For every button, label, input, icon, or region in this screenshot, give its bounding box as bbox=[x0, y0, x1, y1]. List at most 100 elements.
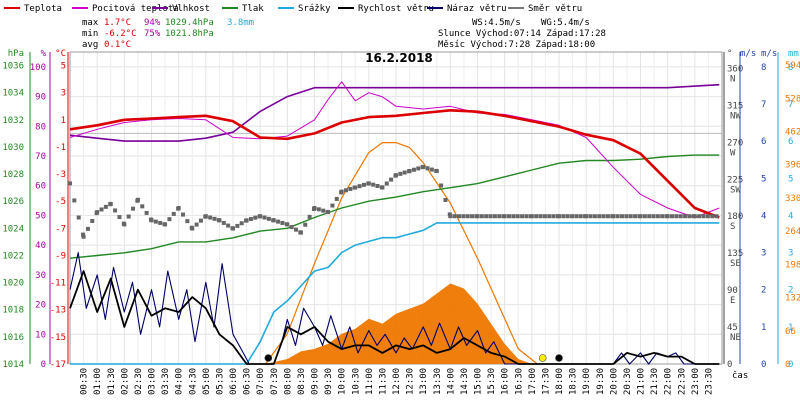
wind-direction-point bbox=[457, 214, 462, 219]
time-axis-label: čas bbox=[732, 370, 748, 381]
wind-direction-point bbox=[624, 214, 629, 219]
axis-label-dir: ° bbox=[727, 49, 732, 59]
stats-panel: max 1.7°C 94% 1029.4hPa 3.8mm min -6.2°C 75% 102… bbox=[82, 18, 606, 50]
wind-direction-point bbox=[710, 214, 715, 219]
wind-direction-point bbox=[651, 214, 656, 219]
series-solar-measured bbox=[265, 283, 532, 364]
wind-direction-point bbox=[574, 214, 579, 219]
wind-direction-point bbox=[443, 197, 448, 202]
wind-direction-point bbox=[253, 215, 258, 220]
stat-min-label: min bbox=[82, 29, 98, 39]
wind-direction-point bbox=[588, 214, 593, 219]
wind-direction-point bbox=[416, 166, 421, 171]
stat-max-press: 1029.4hPa bbox=[165, 18, 214, 28]
wind-direction-point bbox=[190, 226, 195, 231]
tick-label-ms: 0 bbox=[761, 360, 766, 370]
wind-direction-point bbox=[529, 214, 534, 219]
axis-label-ms: m/s bbox=[761, 49, 777, 59]
wind-direction-point bbox=[584, 214, 589, 219]
tick-label-pct: 30 bbox=[35, 271, 46, 281]
tick-label-pct: 100 bbox=[30, 63, 46, 73]
tick-label-hpa: 1026 bbox=[2, 197, 24, 207]
wind-direction-point bbox=[285, 222, 290, 227]
wind-direction-point bbox=[578, 214, 583, 219]
tick-label-dir: 225 bbox=[727, 175, 743, 185]
stat-rain-total: 3.8mm bbox=[227, 18, 254, 28]
time-tick-label: 20:00 bbox=[609, 368, 619, 395]
axes: 1014101610181020102210241026102810301032… bbox=[2, 49, 800, 395]
wind-direction-point bbox=[692, 214, 697, 219]
wind-direction-point bbox=[701, 214, 706, 219]
wind-direction-point bbox=[538, 214, 543, 219]
tick-label-ms: 3 bbox=[761, 249, 766, 259]
time-tick-label: 00:30 bbox=[80, 368, 90, 395]
tick-label-degc: -9 bbox=[55, 251, 66, 261]
wind-direction-point bbox=[547, 214, 552, 219]
wind-direction-point bbox=[294, 227, 299, 232]
tick-label-ms: 6 bbox=[761, 137, 766, 147]
wind-direction-point bbox=[81, 234, 86, 239]
tick-label-dir: 180 bbox=[727, 212, 743, 222]
wind-direction-point bbox=[95, 210, 100, 215]
tick-label-hpa: 1032 bbox=[2, 116, 24, 126]
tick-label-degc: -11 bbox=[50, 279, 66, 289]
wind-direction-point bbox=[149, 218, 154, 223]
stat-moon: Měsíc Východ:7:28 Západ:18:00 bbox=[438, 40, 595, 50]
time-tick-label: 18:30 bbox=[569, 368, 579, 395]
time-tick-label: 10:00 bbox=[338, 368, 348, 395]
wind-direction-point bbox=[601, 214, 606, 219]
chart-title: 16.2.2018 bbox=[365, 51, 433, 65]
legend-label-press: Tlak bbox=[242, 4, 264, 14]
wind-direction-point bbox=[326, 210, 331, 215]
wind-direction-point bbox=[81, 232, 86, 237]
time-tick-label: 07:30 bbox=[270, 368, 280, 395]
wind-direction-point bbox=[565, 214, 570, 219]
wind-direction-point bbox=[534, 214, 539, 219]
tick-label-dir: 360 bbox=[727, 64, 743, 74]
tick-label-hpa: 1014 bbox=[2, 360, 24, 370]
wind-direction-point bbox=[633, 214, 638, 219]
tick-label-wm2: 330 bbox=[785, 194, 800, 204]
wind-direction-point bbox=[244, 218, 249, 223]
wind-direction-point bbox=[171, 211, 176, 216]
wind-direction-point bbox=[515, 214, 520, 219]
tick-label-hpa: 1034 bbox=[2, 89, 24, 99]
time-tick-label: 18:00 bbox=[555, 368, 565, 395]
time-tick-label: 03:30 bbox=[161, 368, 171, 395]
wind-direction-point bbox=[163, 222, 168, 227]
wind-direction-point bbox=[262, 215, 267, 220]
wind-direction-point bbox=[660, 214, 665, 219]
wind-direction-point bbox=[344, 188, 349, 193]
time-tick-label: 12:30 bbox=[406, 368, 416, 395]
wind-direction-point bbox=[551, 214, 556, 219]
tick-label-degc: -15 bbox=[50, 333, 66, 343]
tick-sublabel-dir: SW bbox=[730, 185, 741, 195]
tick-label-wm2: 264 bbox=[785, 227, 800, 237]
time-tick-label: 20:30 bbox=[623, 368, 633, 395]
wind-direction-point bbox=[289, 225, 294, 230]
wind-direction-point bbox=[380, 185, 385, 190]
stat-avg-temp: 0.1°C bbox=[104, 40, 131, 50]
tick-label-pct: 40 bbox=[35, 241, 46, 251]
marker-moonset bbox=[555, 354, 563, 362]
legend-label-dir: Směr větru bbox=[528, 4, 582, 14]
stat-max-hum: 94% bbox=[144, 18, 161, 28]
wind-direction-point bbox=[276, 219, 281, 224]
wind-direction-point bbox=[705, 214, 710, 219]
time-tick-label: 02:30 bbox=[134, 368, 144, 395]
stat-avg-label: avg bbox=[82, 40, 98, 50]
tick-sublabel-dir: E bbox=[730, 296, 735, 306]
wind-direction-point bbox=[371, 182, 376, 187]
wind-direction-point bbox=[334, 196, 339, 201]
tick-label-mm: 3 bbox=[788, 249, 793, 259]
wind-direction-point bbox=[167, 217, 172, 222]
legend-label-hum: Vlhkost bbox=[172, 4, 210, 14]
series-feels-like bbox=[69, 81, 720, 218]
tick-label-degc: -7 bbox=[55, 224, 66, 234]
wind-direction-point bbox=[181, 212, 186, 217]
wind-direction-point bbox=[144, 210, 149, 215]
time-tick-label: 13:30 bbox=[433, 368, 443, 395]
wind-direction-point bbox=[597, 214, 602, 219]
wind-direction-point bbox=[674, 214, 679, 219]
wind-direction-point bbox=[398, 171, 403, 176]
